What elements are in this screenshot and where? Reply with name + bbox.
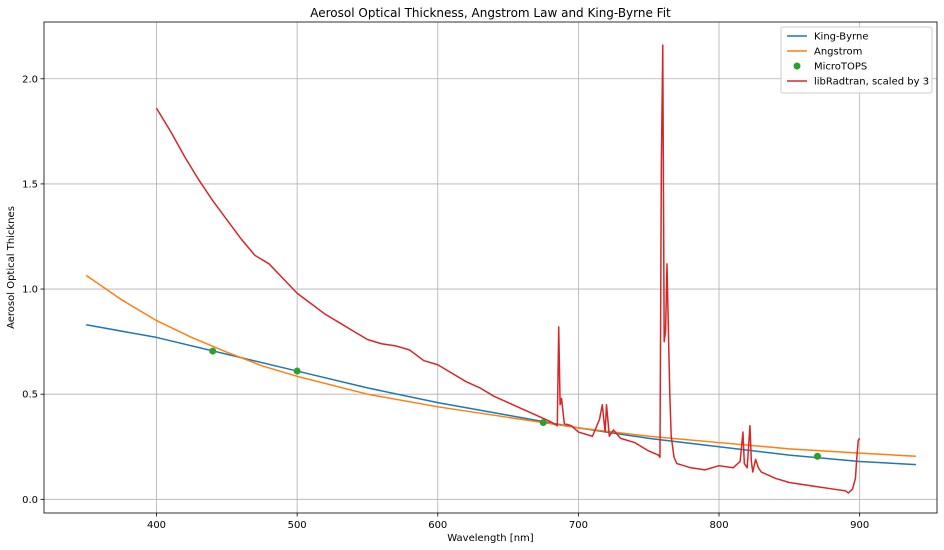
y-axis-label: Aerosol Optical Thicknes (6, 206, 17, 329)
x-tick-label: 900 (850, 520, 869, 531)
x-tick-label: 400 (147, 520, 166, 531)
ticks: 400 500 600 700 800 900 0.0 0.5 1.0 1.5 2.0 (22, 74, 869, 531)
plot-frame (43, 21, 938, 514)
legend-box (780, 26, 933, 94)
series-layer (85, 44, 916, 494)
x-tick-label: 700 (569, 520, 588, 531)
x-tick-label: 600 (428, 520, 447, 531)
x-tick-label: 500 (288, 520, 307, 531)
legend-label: MicroTOPS (814, 62, 867, 73)
series-line-king-byrne (86, 324, 916, 466)
series-microtops (209, 347, 821, 460)
microtops-point (539, 419, 547, 427)
microtops-point (813, 452, 821, 460)
series-line-libradtran-scaled-by-3 (155, 44, 861, 494)
chart-title: Aerosol Optical Thickness, Angstrom Law … (310, 6, 671, 20)
y-tick-label: 0.5 (22, 390, 38, 401)
y-tick-label: 1.5 (22, 179, 38, 190)
legend-label: Angstrom (814, 47, 862, 58)
series-line-angstrom (85, 274, 916, 457)
legend-label: libRadtran, scaled by 3 (814, 77, 929, 88)
y-tick-label: 1.0 (22, 285, 38, 296)
x-tick-label: 800 (709, 520, 728, 531)
x-axis-label: Wavelength [nm] (447, 533, 533, 544)
legend-label: King-Byrne (814, 32, 868, 43)
y-tick-label: 0.0 (22, 495, 38, 506)
legend-marker (793, 62, 801, 70)
microtops-point (209, 347, 217, 355)
legend: King-Byrne Angstrom MicroTOPS libRadtran, s… (780, 26, 933, 94)
y-tick-label: 2.0 (22, 74, 38, 85)
microtops-point (293, 367, 301, 375)
